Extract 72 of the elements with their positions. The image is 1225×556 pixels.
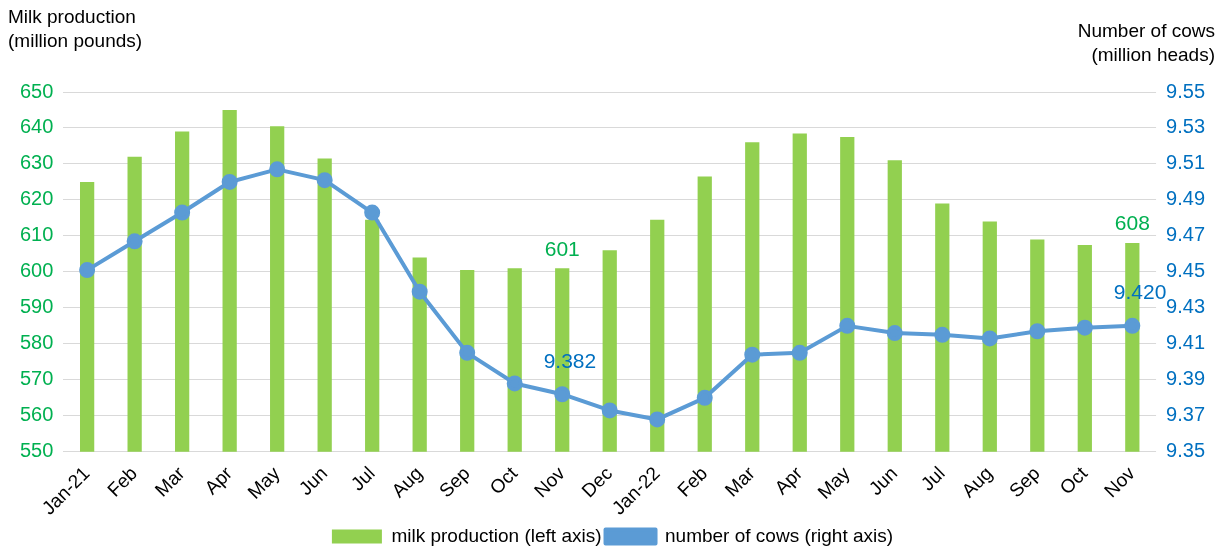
- y2-tick-label: 9.51: [1166, 151, 1206, 174]
- y-axis-title: Milk production (million pounds): [8, 5, 143, 51]
- y2-axis-title: Number of cows (million heads): [1077, 19, 1215, 65]
- point: [839, 317, 856, 334]
- y2-tick-label: 9.47: [1166, 223, 1206, 246]
- point: [554, 386, 571, 403]
- point: [79, 262, 96, 279]
- x-tick-label: Jun: [864, 462, 902, 500]
- x-tick-label: Apr: [770, 462, 807, 499]
- x-tick-label: Jun: [294, 462, 332, 500]
- point: [601, 402, 618, 419]
- point: [174, 204, 191, 221]
- point: [506, 375, 523, 392]
- point: [744, 346, 761, 363]
- y2-tick-label: 9.35: [1166, 439, 1206, 462]
- y2-tick-label: 9.45: [1166, 259, 1206, 282]
- y-tick-label: 620: [19, 187, 54, 210]
- y2-tick-label: 9.39: [1166, 367, 1206, 390]
- data-label: 608: [1114, 211, 1150, 235]
- point: [981, 330, 998, 347]
- y2-tick-label: 9.41: [1166, 331, 1206, 354]
- y2-tick-label: 9.53: [1166, 115, 1206, 138]
- x-tick-label: May: [243, 462, 285, 503]
- x-tick-label: Aug: [957, 462, 997, 502]
- point: [791, 344, 808, 361]
- y-tick-label: 600: [19, 259, 54, 282]
- x-tick-label: Dec: [577, 462, 617, 502]
- x-tick-label: Feb: [673, 462, 712, 501]
- point: [886, 325, 903, 342]
- x-tick-label: Jul: [916, 462, 949, 495]
- y-tick-label: 610: [19, 223, 54, 246]
- x-tick-label: Sep: [434, 462, 474, 502]
- x-tick-label: Apr: [200, 462, 237, 499]
- x-tick-label: Jul: [346, 462, 379, 495]
- point: [1076, 319, 1093, 336]
- x-tick-label: Aug: [387, 462, 427, 502]
- y-tick-label: 640: [19, 115, 54, 138]
- x-tick-label: Mar: [150, 462, 190, 501]
- y-tick-label: 630: [19, 151, 54, 174]
- x-tick-label: Feb: [103, 462, 142, 501]
- point: [316, 172, 333, 189]
- point: [269, 161, 286, 178]
- x-tick-label: May: [813, 462, 855, 503]
- y-tick-label: 580: [19, 331, 54, 354]
- point: [221, 173, 238, 190]
- point: [411, 283, 428, 300]
- x-tick-label: Oct: [485, 462, 522, 499]
- point: [1029, 323, 1046, 340]
- legend-label: milk production (left axis): [391, 524, 602, 546]
- y-tick-label: 560: [19, 403, 54, 426]
- point: [126, 233, 143, 250]
- y-tick-label: 650: [19, 79, 54, 102]
- x-tick-label: Mar: [720, 462, 760, 501]
- y2-tick-label: 9.43: [1166, 295, 1206, 318]
- y2-tick-label: 9.55: [1166, 79, 1206, 102]
- y2-tick-label: 9.49: [1166, 187, 1206, 210]
- x-tick-label: Oct: [1055, 462, 1092, 499]
- y2-tick-label: 9.37: [1166, 403, 1206, 426]
- y-tick-label: 570: [19, 367, 54, 390]
- x-tick-label: Nov: [530, 462, 570, 502]
- legend-label: number of cows (right axis): [665, 524, 894, 546]
- y-tick-label: 550: [19, 439, 54, 462]
- point: [934, 326, 951, 343]
- point: [696, 389, 713, 406]
- point: [459, 344, 476, 361]
- data-label: 601: [544, 236, 580, 260]
- point: [364, 204, 381, 221]
- point: [649, 411, 666, 428]
- x-tick-label: Nov: [1100, 462, 1140, 502]
- point: [1124, 317, 1141, 334]
- x-tick-label: Sep: [1005, 462, 1044, 502]
- y-tick-label: 590: [19, 295, 54, 318]
